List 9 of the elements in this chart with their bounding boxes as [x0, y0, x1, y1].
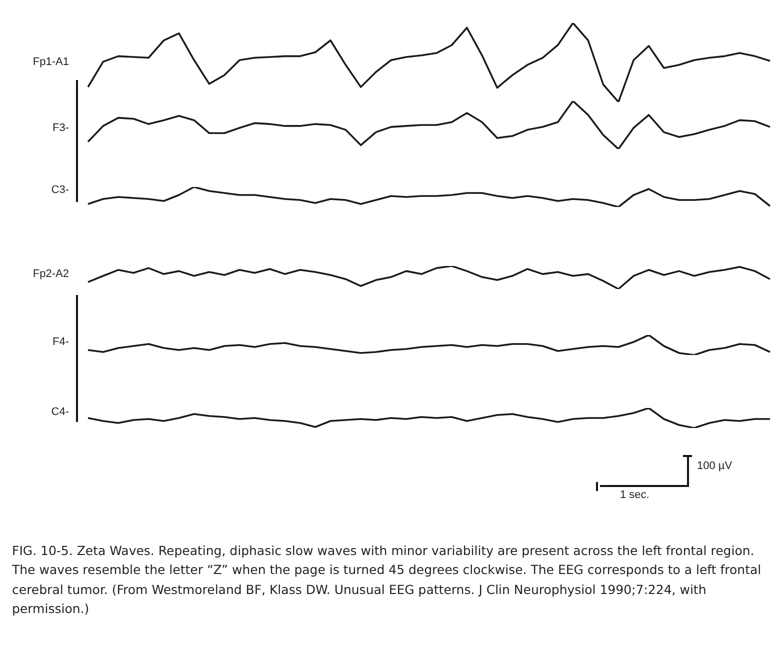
text: 100 µV — [697, 460, 732, 472]
y-axis-title: C4- — [51, 406, 69, 418]
y-axis-title: C3- — [51, 184, 69, 196]
y-axis-title: Fp2-A2 — [32, 268, 69, 280]
caption: FIG. 10-5. Zeta Waves. Repeating, diphasic slow waves with minor variability are present across the left frontal region. The waves resemble the letter “Z” when the page is turned 45 degrees clockwise. The EEG corresponds to a left frontal cerebral tumor. (From Westmoreland BF, Klass DW. Unusual EEG patterns. J Clin Neurophysiol 1990;7:224, with permission.) — [12, 542, 762, 618]
text: 1 sec. — [620, 489, 650, 501]
y-axis-title: F3- — [52, 122, 69, 134]
y-axis-title: Fp1-A1 — [32, 56, 69, 68]
y-axis-title: F4- — [52, 336, 69, 348]
